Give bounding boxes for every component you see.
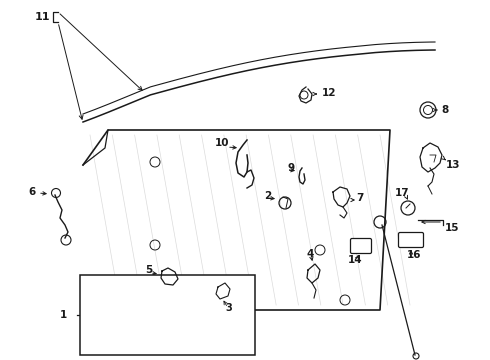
Text: 9: 9 (287, 163, 294, 173)
Text: 11: 11 (35, 12, 50, 22)
Text: 7: 7 (356, 193, 364, 203)
Text: 10: 10 (215, 138, 229, 148)
Text: 13: 13 (446, 160, 461, 170)
Text: 12: 12 (322, 88, 337, 98)
Text: 17: 17 (395, 188, 410, 198)
Text: 8: 8 (441, 105, 448, 115)
Bar (80, 275, 255, 355)
Text: 4: 4 (306, 249, 314, 259)
Text: 3: 3 (225, 303, 232, 313)
Text: 6: 6 (28, 187, 35, 197)
Text: 14: 14 (348, 255, 363, 265)
Text: 5: 5 (145, 265, 152, 275)
Text: 16: 16 (407, 250, 421, 260)
Text: 1: 1 (60, 310, 67, 320)
Text: 2: 2 (264, 191, 271, 201)
FancyBboxPatch shape (398, 233, 423, 248)
Text: 15: 15 (445, 223, 460, 233)
FancyBboxPatch shape (350, 238, 371, 253)
